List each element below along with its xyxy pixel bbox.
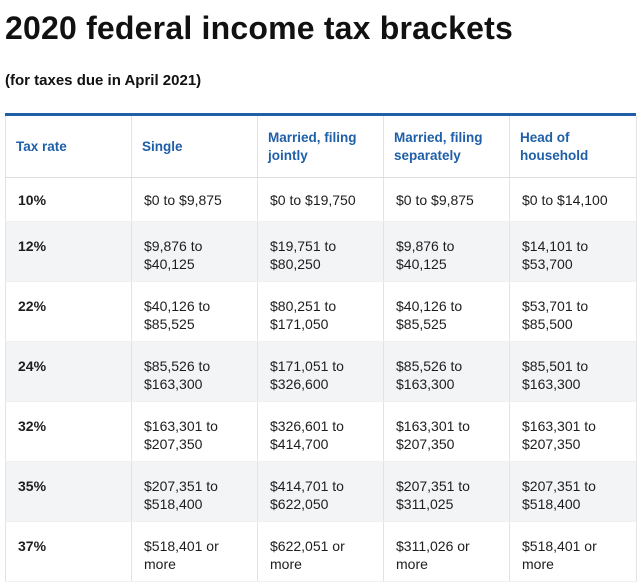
header-married-jointly: Married, filing jointly	[257, 116, 384, 178]
table-row: 32% $163,301 to $207,350 $326,601 to $41…	[5, 401, 637, 462]
married-jointly-cell: $171,051 to $326,600	[257, 341, 384, 402]
tax-bracket-table-container: Tax rate Single Married, filing jointly …	[5, 113, 637, 582]
married-jointly-cell: $80,251 to $171,050	[257, 281, 384, 342]
married-jointly-cell: $326,601 to $414,700	[257, 401, 384, 462]
table-header-row: Tax rate Single Married, filing jointly …	[5, 116, 637, 178]
tax-rate-cell: 24%	[5, 341, 132, 402]
table-row: 37% $518,401 or more $622,051 or more $3…	[5, 521, 637, 582]
head-of-household-cell: $518,401 or more	[509, 521, 637, 582]
head-of-household-cell: $85,501 to $163,300	[509, 341, 637, 402]
married-separately-cell: $311,026 or more	[383, 521, 510, 582]
tax-rate-cell: 22%	[5, 281, 132, 342]
head-of-household-cell: $163,301 to $207,350	[509, 401, 637, 462]
married-separately-cell: $207,351 to $311,025	[383, 461, 510, 522]
married-jointly-cell: $622,051 or more	[257, 521, 384, 582]
single-cell: $40,126 to $85,525	[131, 281, 258, 342]
page-title: 2020 federal income tax brackets	[5, 10, 514, 46]
married-separately-cell: $0 to $9,875	[383, 177, 510, 222]
single-cell: $9,876 to $40,125	[131, 221, 258, 282]
tax-rate-cell: 35%	[5, 461, 132, 522]
table-row: 12% $9,876 to $40,125 $19,751 to $80,250…	[5, 221, 637, 282]
head-of-household-cell: $53,701 to $85,500	[509, 281, 637, 342]
table-row: 24% $85,526 to $163,300 $171,051 to $326…	[5, 341, 637, 402]
single-cell: $518,401 or more	[131, 521, 258, 582]
married-jointly-cell: $414,701 to $622,050	[257, 461, 384, 522]
tax-rate-cell: 10%	[5, 177, 132, 222]
single-cell: $207,351 to $518,400	[131, 461, 258, 522]
header-head-of-household: Head of household	[509, 116, 637, 178]
head-of-household-cell: $0 to $14,100	[509, 177, 637, 222]
married-jointly-cell: $19,751 to $80,250	[257, 221, 384, 282]
tax-rate-cell: 12%	[5, 221, 132, 282]
header-tax-rate: Tax rate	[5, 116, 132, 178]
header-married-separately: Married, filing separately	[383, 116, 510, 178]
tax-rate-cell: 37%	[5, 521, 132, 582]
married-separately-cell: $40,126 to $85,525	[383, 281, 510, 342]
single-cell: $163,301 to $207,350	[131, 401, 258, 462]
married-jointly-cell: $0 to $19,750	[257, 177, 384, 222]
single-cell: $85,526 to $163,300	[131, 341, 258, 402]
head-of-household-cell: $14,101 to $53,700	[509, 221, 637, 282]
tax-bracket-table: Tax rate Single Married, filing jointly …	[5, 116, 637, 582]
table-row: 10% $0 to $9,875 $0 to $19,750 $0 to $9,…	[5, 177, 637, 222]
single-cell: $0 to $9,875	[131, 177, 258, 222]
married-separately-cell: $85,526 to $163,300	[383, 341, 510, 402]
married-separately-cell: $9,876 to $40,125	[383, 221, 510, 282]
married-separately-cell: $163,301 to $207,350	[383, 401, 510, 462]
tax-rate-cell: 32%	[5, 401, 132, 462]
head-of-household-cell: $207,351 to $518,400	[509, 461, 637, 522]
page-subtitle: (for taxes due in April 2021)	[5, 72, 202, 89]
table-row: 35% $207,351 to $518,400 $414,701 to $62…	[5, 461, 637, 522]
header-single: Single	[131, 116, 258, 178]
table-row: 22% $40,126 to $85,525 $80,251 to $171,0…	[5, 281, 637, 342]
